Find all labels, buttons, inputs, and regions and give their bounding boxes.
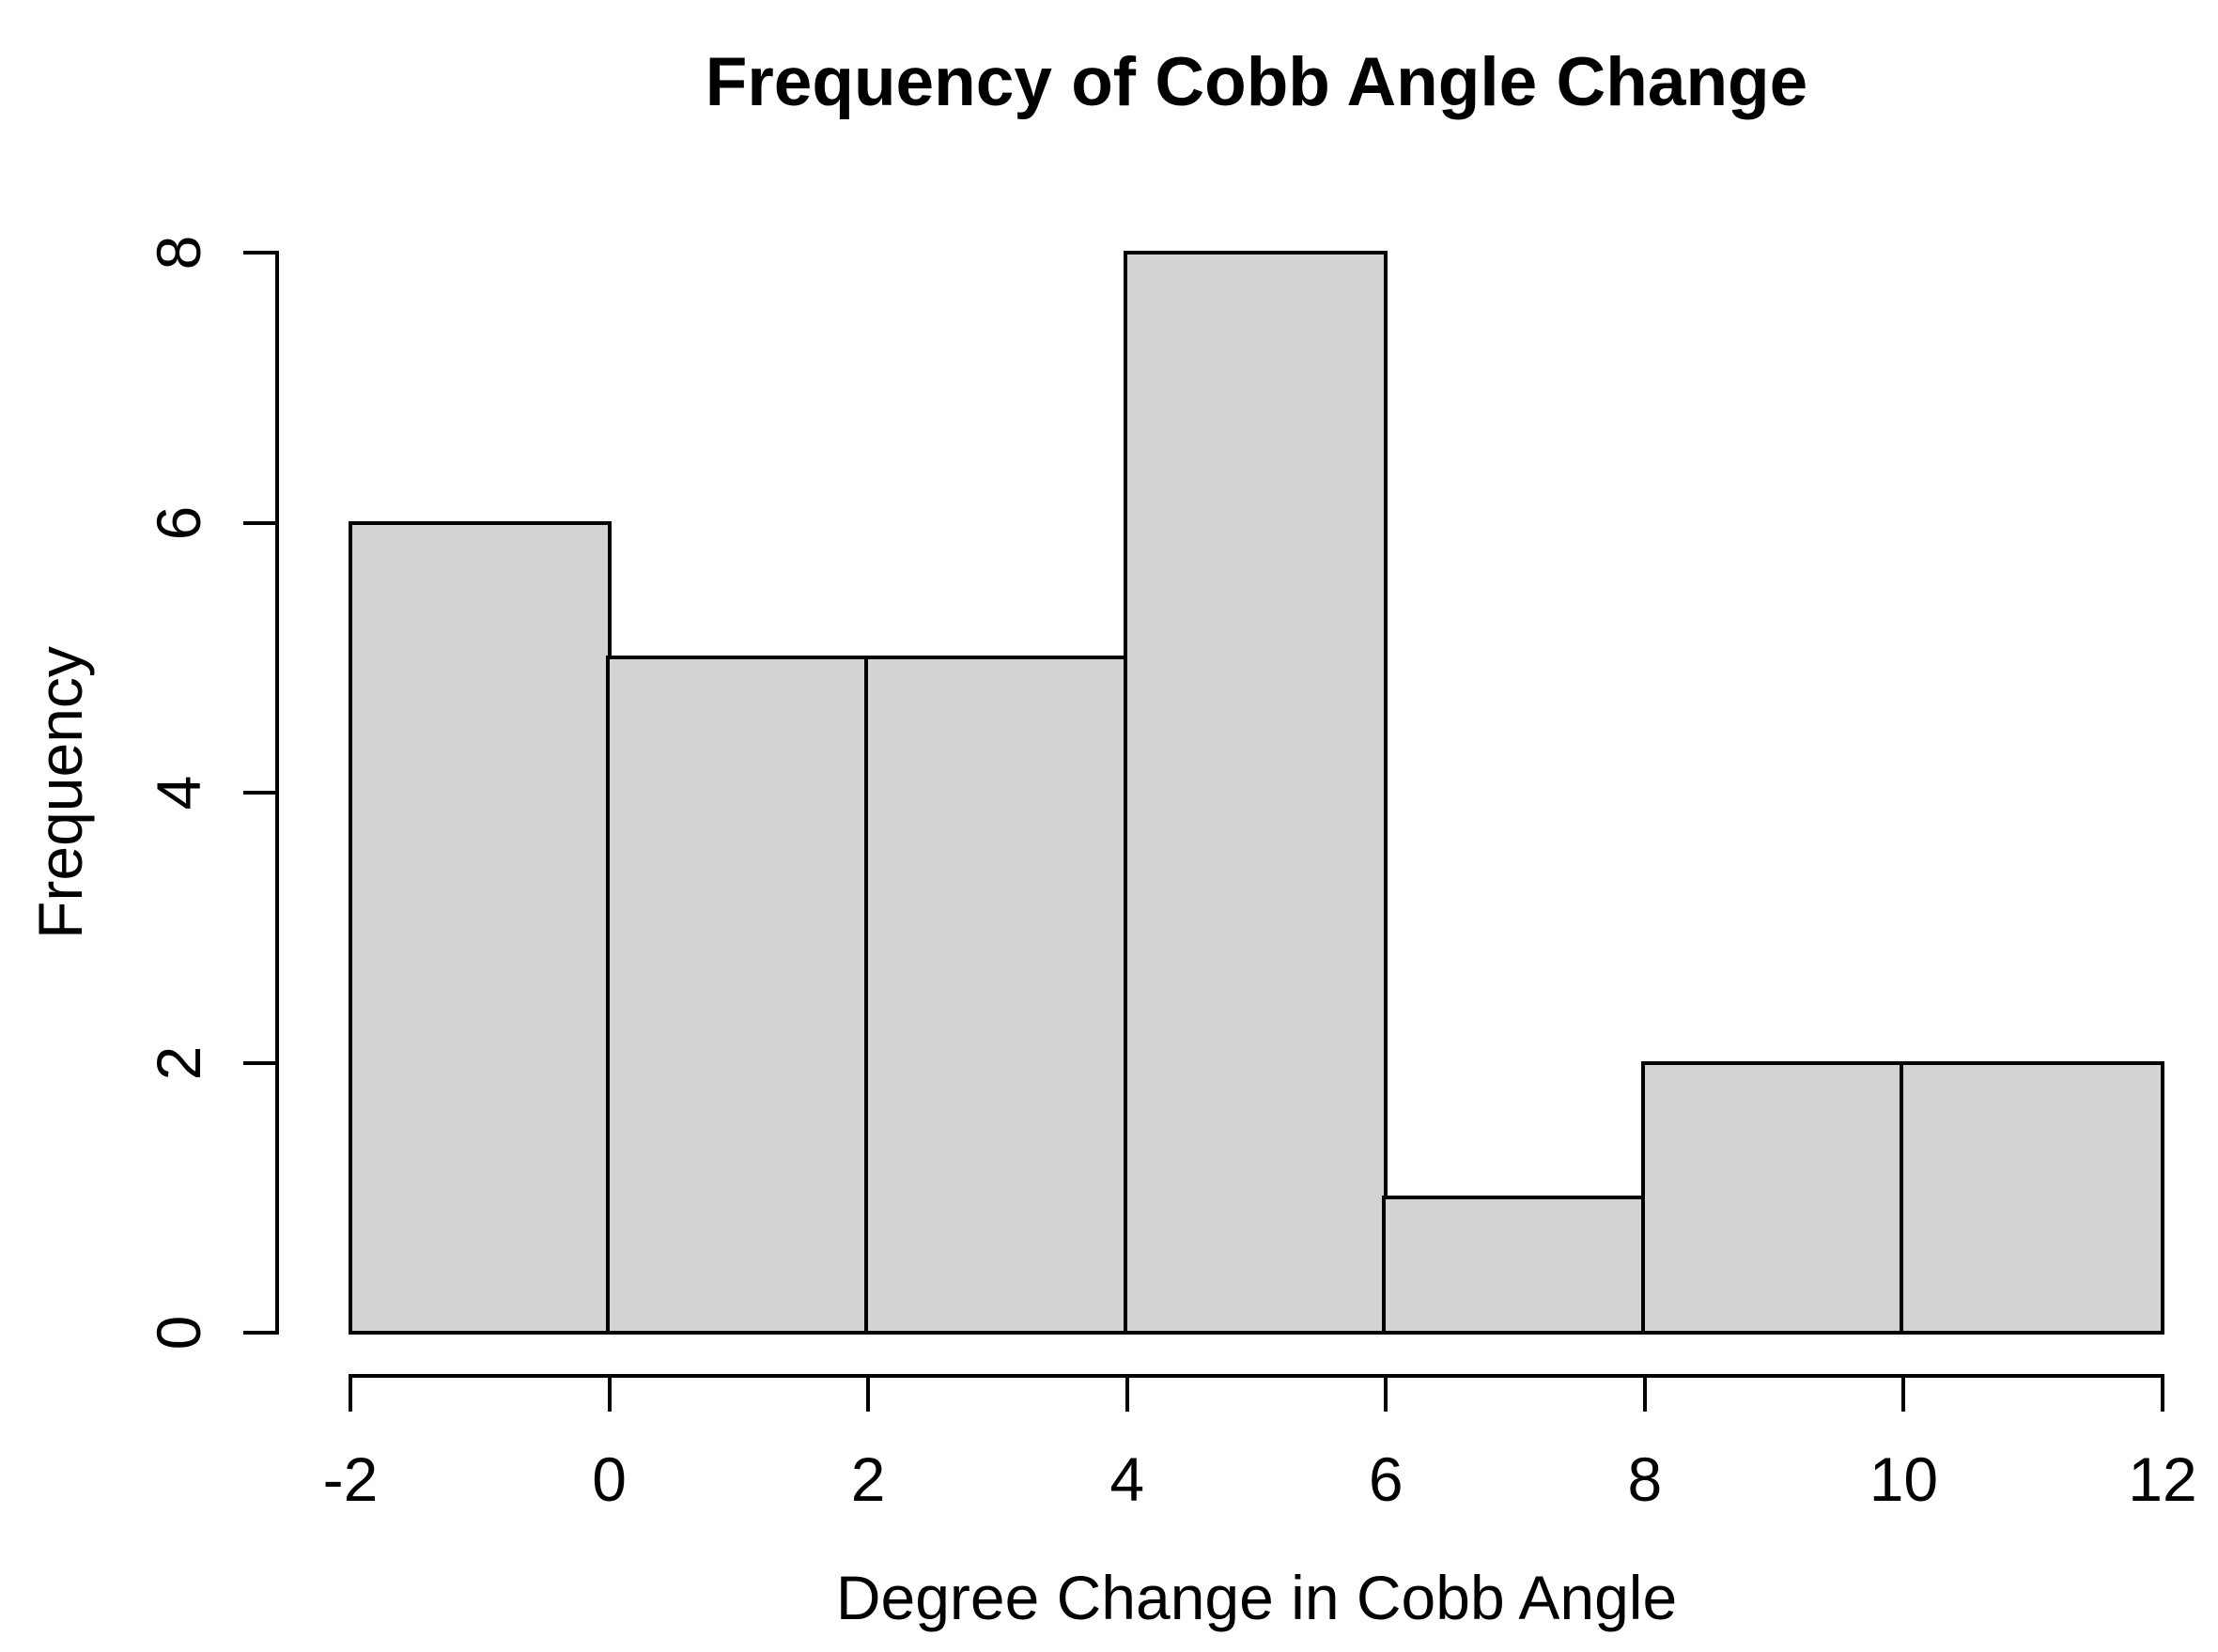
- x-tick-mark-0: [607, 1378, 612, 1412]
- x-axis-label: Degree Change in Cobb Angle: [835, 1563, 1678, 1632]
- histogram-bar--2-to-0: [349, 520, 612, 1335]
- x-tick-mark-8: [1642, 1378, 1647, 1412]
- x-tick-mark-4: [1125, 1378, 1129, 1412]
- y-tick-label-8: 8: [144, 235, 213, 270]
- x-tick-mark-10: [1901, 1378, 1906, 1412]
- y-tick-mark-6: [243, 520, 275, 525]
- x-tick-label-4: 4: [1109, 1444, 1145, 1514]
- y-tick-mark-2: [243, 1060, 275, 1065]
- y-axis-label: Frequency: [25, 646, 95, 939]
- x-tick-label-6: 6: [1368, 1444, 1404, 1514]
- x-tick-label-12: 12: [2128, 1444, 2197, 1514]
- x-axis-line: [349, 1374, 2164, 1378]
- x-tick-label-10: 10: [1869, 1444, 1939, 1514]
- x-tick-mark-12: [2161, 1378, 2164, 1412]
- histogram-bar-8-to-10: [1640, 1060, 1906, 1335]
- y-tick-label-2: 2: [144, 1045, 213, 1080]
- histogram-bar-2-to-4: [864, 656, 1129, 1335]
- x-tick-label--2: -2: [322, 1444, 379, 1514]
- histogram-bar-4-to-6: [1123, 251, 1388, 1335]
- x-tick-label-0: 0: [592, 1444, 627, 1514]
- histogram-bar-6-to-8: [1382, 1196, 1647, 1335]
- x-tick-mark-6: [1384, 1378, 1388, 1412]
- y-tick-label-6: 6: [144, 505, 213, 540]
- y-tick-label-0: 0: [144, 1315, 213, 1351]
- y-axis-line: [275, 251, 279, 1335]
- y-tick-mark-0: [243, 1331, 275, 1335]
- x-tick-mark-2: [866, 1378, 871, 1412]
- x-tick-label-8: 8: [1627, 1444, 1663, 1514]
- x-tick-label-2: 2: [850, 1444, 886, 1514]
- y-tick-label-4: 4: [144, 775, 213, 811]
- histogram-bar-10-to-12: [1900, 1060, 2164, 1335]
- x-tick-mark--2: [349, 1378, 352, 1412]
- y-tick-mark-8: [243, 251, 275, 255]
- chart-title: Frequency of Cobb Angle Change: [705, 44, 1808, 120]
- y-tick-mark-4: [243, 791, 275, 795]
- histogram-bar-0-to-2: [605, 656, 871, 1335]
